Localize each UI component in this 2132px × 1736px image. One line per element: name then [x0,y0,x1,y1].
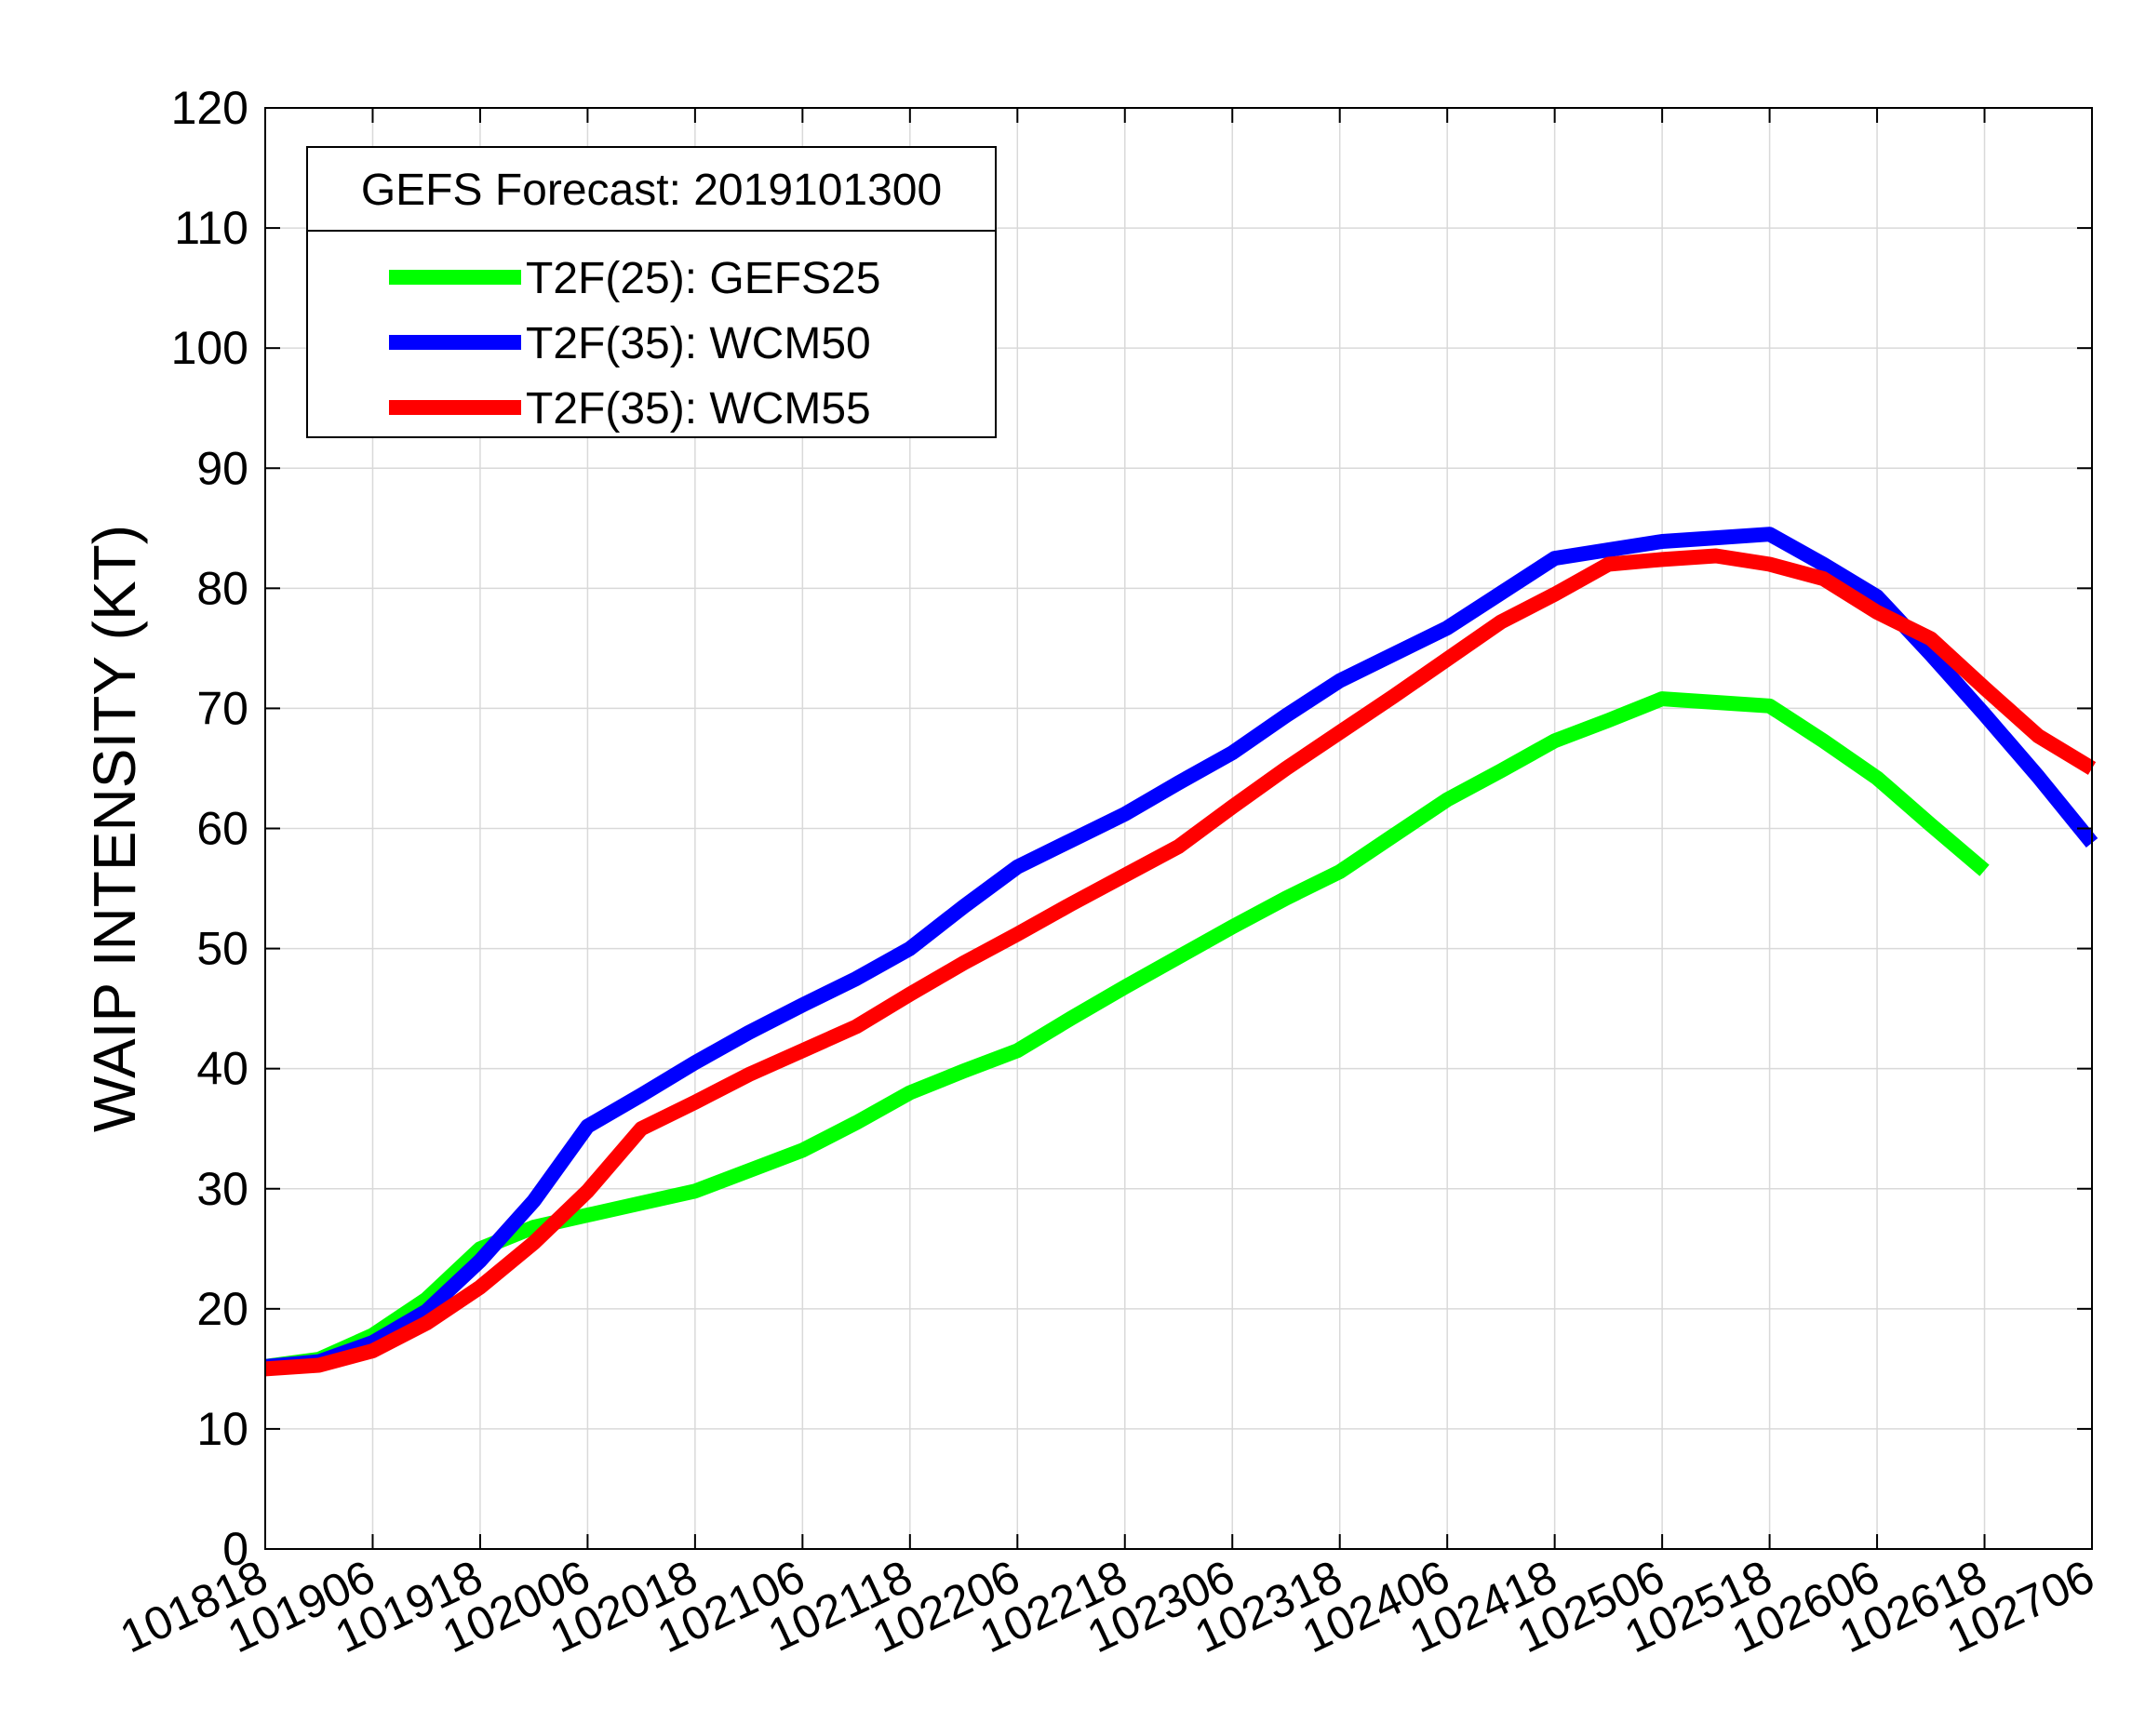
legend-label: T2F(25): GEFS25 [526,254,880,303]
series-line [264,527,2098,1374]
y-tick-label: 40 [196,1043,248,1095]
y-tick-label: 100 [171,322,248,374]
y-tick-label: 20 [196,1283,248,1335]
y-tick-label: 0 [222,1523,248,1575]
legend-items: T2F(25): GEFS25 T2F(35): WCM50 T2F(35): WC… [389,254,880,434]
y-tick-label: 60 [196,803,248,855]
y-axis-ticks: 0 10 20 30 40 50 60 70 80 90 100 110 120 [171,82,2092,1575]
legend-box [306,146,997,438]
legend: GEFS Forecast: 2019101300 T2F(25): GEFS2… [306,146,997,438]
y-tick-label: 110 [174,202,248,254]
y-tick-label: 80 [196,562,248,614]
y-tick-label: 70 [196,682,248,734]
series-line [264,548,2097,1377]
y-axis-label: WAIP INTENSITY (KT) [81,525,148,1132]
series-lines [263,527,2098,1377]
y-tick-label: 90 [196,442,248,494]
y-tick-label: 30 [196,1163,248,1215]
y-tick-label: 10 [196,1403,248,1455]
legend-label: T2F(35): WCM55 [526,384,871,434]
legend-label: T2F(35): WCM50 [526,319,871,368]
legend-title: GEFS Forecast: 2019101300 [361,166,942,215]
y-tick-label: 120 [171,82,248,134]
y-tick-label: 50 [196,923,248,975]
